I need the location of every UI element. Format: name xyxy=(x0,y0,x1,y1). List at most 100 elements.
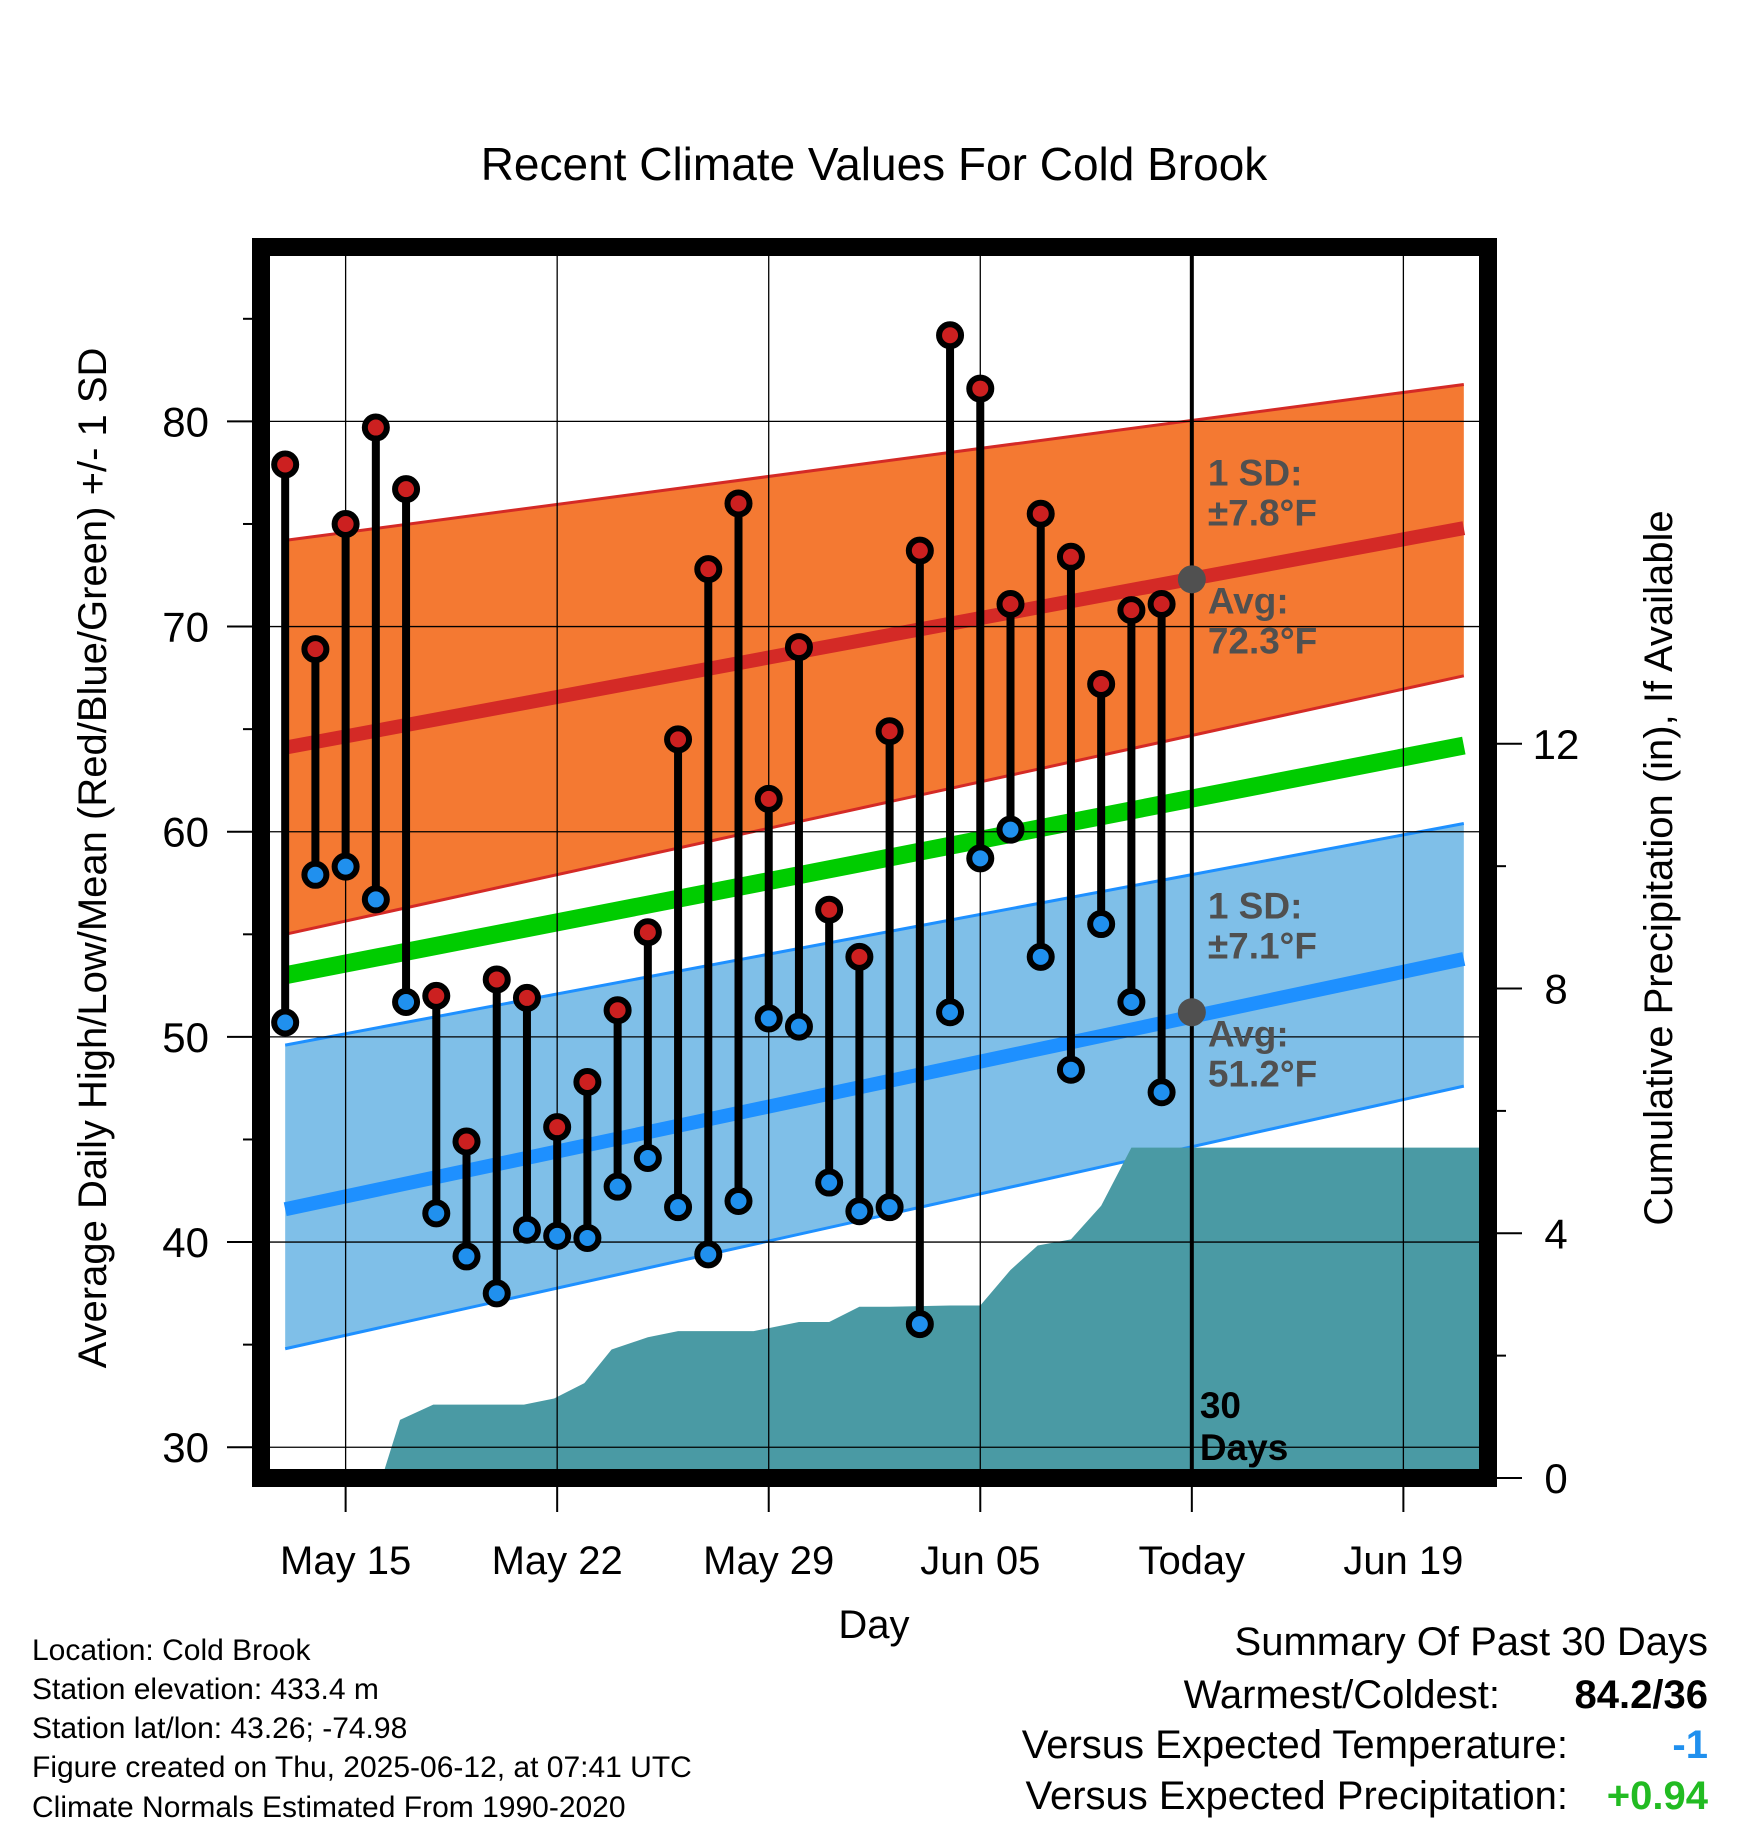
high-point xyxy=(1147,589,1176,618)
low-point xyxy=(452,1242,481,1271)
low-point xyxy=(1087,910,1116,939)
low-point xyxy=(724,1187,753,1216)
y-tick-label: 70 xyxy=(162,604,209,651)
low-point xyxy=(784,1012,813,1041)
low-point xyxy=(271,1008,300,1037)
summary-precip-label: Versus Expected Precipitation: xyxy=(1025,1774,1568,1818)
y-tick-label: 40 xyxy=(162,1219,209,1266)
high-point xyxy=(1117,596,1146,625)
high-point xyxy=(664,725,693,754)
high-point xyxy=(845,942,874,971)
low-point xyxy=(815,1168,844,1197)
high-point xyxy=(966,374,995,403)
low-point xyxy=(603,1172,632,1201)
low-point xyxy=(1026,942,1055,971)
high-point xyxy=(694,555,723,584)
low-sd-band-upper-edge xyxy=(284,822,1465,1047)
low-point xyxy=(482,1279,511,1308)
high-avg-dot xyxy=(1177,565,1206,594)
summary-warmest-label: Warmest/Coldest: xyxy=(1183,1673,1500,1717)
x-tick-label: May 22 xyxy=(492,1539,623,1583)
high-point xyxy=(422,981,451,1010)
high-point xyxy=(724,489,753,518)
normal-low-line xyxy=(283,952,1466,1217)
summary-temp-value: -1 xyxy=(1672,1723,1708,1767)
x-tick-label: Jun 05 xyxy=(920,1539,1040,1583)
summary-temp-label: Versus Expected Temperature: xyxy=(1021,1723,1568,1767)
y-tick-label: 80 xyxy=(162,398,209,445)
normal-mean-line xyxy=(283,736,1466,985)
high-sd-label: 1 SD: xyxy=(1208,452,1303,493)
high-point xyxy=(1087,670,1116,699)
low-avg-dot xyxy=(1177,998,1206,1027)
days-word: Days xyxy=(1200,1427,1288,1468)
high-point xyxy=(1026,499,1055,528)
high-sd-band xyxy=(285,384,1464,935)
high-point xyxy=(392,475,421,504)
info-elevation: Station elevation: 433.4 m xyxy=(32,1673,379,1706)
high-point xyxy=(361,413,390,442)
low-point xyxy=(875,1193,904,1222)
high-point xyxy=(573,1068,602,1097)
info-created: Figure created on Thu, 2025-06-12, at 07… xyxy=(32,1751,692,1784)
low-point xyxy=(422,1199,451,1228)
high-point xyxy=(603,996,632,1025)
low-sd-value: ±7.1°F xyxy=(1208,925,1317,966)
high-sd-band-upper-edge xyxy=(284,382,1465,542)
high-point xyxy=(905,536,934,565)
low-point xyxy=(543,1221,572,1250)
high-point xyxy=(331,509,360,538)
low-point xyxy=(936,998,965,1027)
x-tick-label: Jun 19 xyxy=(1343,1539,1463,1583)
y-tick-label: 50 xyxy=(162,1014,209,1061)
y2-tick-label: 12 xyxy=(1533,721,1580,768)
high-point xyxy=(512,983,541,1012)
low-avg-value: 51.2°F xyxy=(1208,1053,1317,1094)
low-point xyxy=(905,1310,934,1339)
low-point xyxy=(1117,988,1146,1017)
y2-tick-label: 0 xyxy=(1544,1455,1567,1502)
low-sd-label: 1 SD: xyxy=(1208,885,1303,926)
x-axis-label: Day xyxy=(838,1603,909,1647)
high-point xyxy=(633,918,662,947)
info-normals: Climate Normals Estimated From 1990-2020 xyxy=(32,1791,626,1824)
low-point xyxy=(996,815,1025,844)
low-point xyxy=(301,860,330,889)
info-location: Location: Cold Brook xyxy=(32,1634,311,1667)
high-avg-label: Avg: xyxy=(1208,580,1289,621)
summary-precip-value: +0.94 xyxy=(1606,1774,1708,1818)
high-sd-value: ±7.8°F xyxy=(1208,492,1317,533)
low-point xyxy=(331,852,360,881)
x-tick-label: May 29 xyxy=(703,1539,834,1583)
low-point xyxy=(1147,1078,1176,1107)
high-point xyxy=(301,635,330,664)
high-sd-band-lower-edge xyxy=(284,674,1465,936)
low-point xyxy=(845,1197,874,1226)
low-point xyxy=(573,1223,602,1252)
y-tick-label: 30 xyxy=(162,1424,209,1471)
low-point xyxy=(361,885,390,914)
low-point xyxy=(392,988,421,1017)
high-point xyxy=(1056,542,1085,571)
y-tick-label: 60 xyxy=(162,809,209,856)
low-point xyxy=(966,844,995,873)
high-point xyxy=(543,1113,572,1142)
high-point xyxy=(936,321,965,350)
summary-warmest-value: 84.2/36 xyxy=(1574,1673,1708,1717)
x-tick-label: Today xyxy=(1138,1539,1245,1583)
y2-tick-label: 4 xyxy=(1544,1210,1567,1257)
low-sd-band-lower-edge xyxy=(284,1084,1465,1351)
y-axis-label: Average Daily High/Low/Mean (Red/Blue/Gr… xyxy=(71,348,115,1369)
low-point xyxy=(1056,1055,1085,1084)
low-point xyxy=(694,1240,723,1269)
high-point xyxy=(452,1127,481,1156)
high-point xyxy=(996,589,1025,618)
normal-high-line xyxy=(283,521,1466,755)
high-point xyxy=(875,717,904,746)
low-point xyxy=(754,1004,783,1033)
y2-axis-label: Cumulative Precipitation (in), If Availa… xyxy=(1637,510,1681,1225)
info-latlon: Station lat/lon: 43.26; -74.98 xyxy=(32,1712,408,1745)
low-avg-label: Avg: xyxy=(1208,1013,1289,1054)
